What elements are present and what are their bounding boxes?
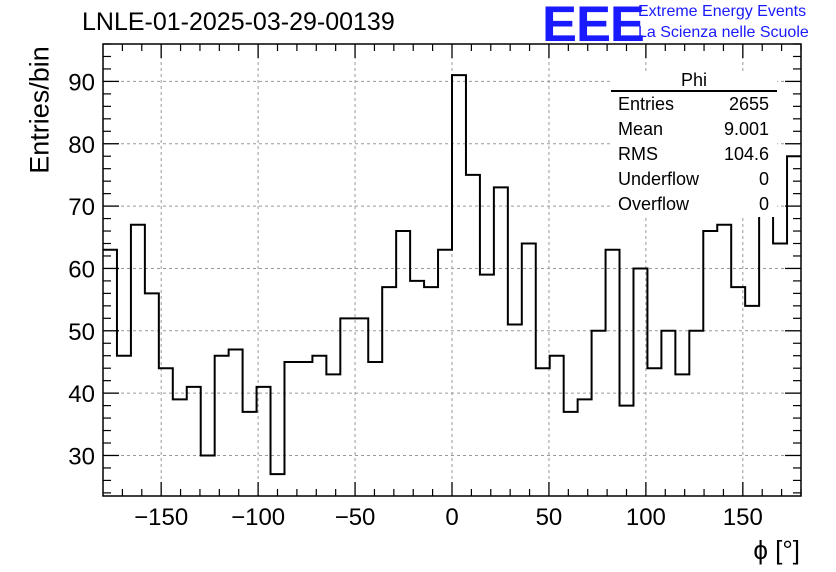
stats-value: 2655: [728, 94, 769, 114]
x-tick-label: 0: [445, 504, 458, 531]
x-tick-label: −150: [134, 504, 188, 531]
stats-row-entries: Entries 2655: [611, 92, 777, 117]
x-tick-label: 150: [723, 504, 763, 531]
y-tick-label: 90: [68, 69, 95, 96]
stats-value: 0: [758, 194, 769, 214]
stats-row-mean: Mean 9.001: [611, 117, 777, 142]
stats-label: RMS: [618, 144, 658, 164]
y-tick-label: 80: [68, 132, 95, 159]
stats-box: Phi Entries 2655 Mean 9.001 RMS 104.6 Un…: [611, 71, 777, 217]
plot-title: LNLE-01-2025-03-29-00139: [82, 8, 395, 36]
x-tick-label: −50: [335, 504, 376, 531]
stats-label: Overflow: [618, 194, 690, 214]
stats-value: 0: [758, 169, 769, 189]
y-tick-label: 30: [68, 443, 95, 470]
x-tick-label: −100: [231, 504, 285, 531]
y-tick-label: 40: [68, 381, 95, 408]
x-axis-label: ϕ [°]: [753, 535, 800, 565]
stats-label: Mean: [618, 119, 664, 139]
y-tick-label: 70: [68, 194, 95, 221]
stats-value: 104.6: [723, 144, 769, 164]
stats-title: Phi: [611, 71, 777, 92]
stats-row-overflow: Overflow 0: [611, 192, 777, 217]
eee-logo: EEE: [542, 0, 645, 52]
x-tick-label: 100: [626, 504, 666, 531]
tick-labels: −150 −100 −50 0 50 100 150 30 40 50 60 70 80 90: [68, 69, 763, 531]
logo-line-2: La Scienza nelle Scuole: [638, 24, 809, 41]
logo-line-1: Extreme Energy Events: [638, 3, 807, 20]
y-tick-label: 50: [68, 319, 95, 346]
histogram-series: [103, 74, 801, 476]
x-tick-label: 50: [536, 504, 563, 531]
stats-row-rms: RMS 104.6: [611, 142, 777, 167]
stats-label: Underflow: [618, 169, 700, 189]
y-axis-label: Entries/bin: [24, 46, 55, 174]
stats-label: Entries: [618, 94, 675, 114]
stats-row-underflow: Underflow 0: [611, 167, 777, 192]
stats-value: 9.001: [723, 119, 769, 139]
y-tick-label: 60: [68, 256, 95, 283]
